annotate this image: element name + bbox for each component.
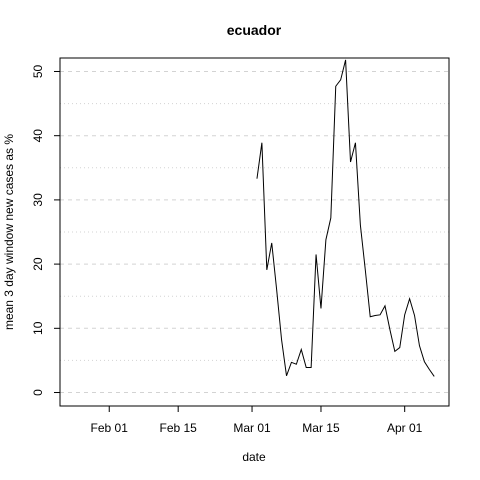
x-tick-label: Feb 01 <box>91 421 129 435</box>
y-tick-label: 0 <box>31 389 45 396</box>
y-axis-label: mean 3 day window new cases as % <box>2 134 16 330</box>
x-tick-label: Mar 15 <box>302 421 340 435</box>
plot-frame <box>59 57 450 407</box>
line <box>256 59 435 377</box>
y-tick-label: 30 <box>31 193 45 207</box>
chart-title: ecuador <box>227 22 282 38</box>
x-tick-label: Feb 15 <box>159 421 197 435</box>
y-tick-label: 40 <box>31 129 45 143</box>
y-tick-label: 20 <box>31 257 45 271</box>
x-tick-label: Apr 01 <box>387 421 423 435</box>
x-tick-label: Mar 01 <box>233 421 271 435</box>
x-axis-label: date <box>242 450 266 464</box>
y-tick-label: 10 <box>31 321 45 335</box>
y-tick-label: 50 <box>31 64 45 78</box>
